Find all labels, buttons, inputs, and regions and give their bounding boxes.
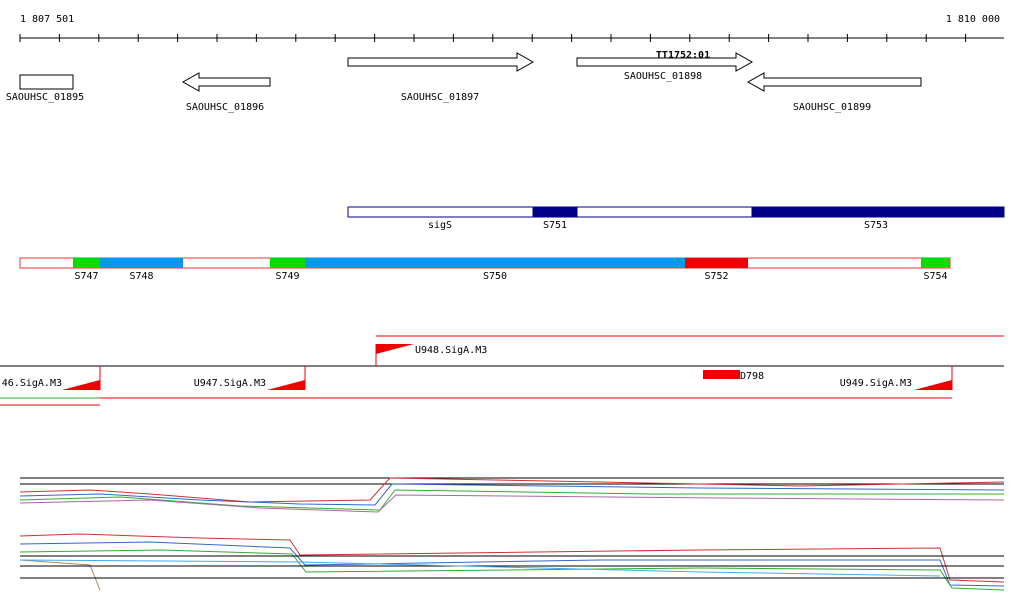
- segment-label: S751: [543, 220, 567, 231]
- segment: [100, 258, 183, 268]
- segment-label: S748: [129, 271, 153, 282]
- gene-arrow: [347, 52, 535, 72]
- gene-arrow: [181, 72, 271, 92]
- feature-label: 46.SigA.M3: [2, 378, 62, 389]
- ruler-end: 1 810 000: [946, 14, 1000, 25]
- segment-label: sigS: [428, 220, 452, 231]
- gene-label: SAOUHSC_01896: [186, 102, 264, 113]
- segment-label: S752: [704, 271, 728, 282]
- segment: [270, 258, 305, 268]
- promoter: [914, 380, 952, 390]
- gene-label: SAOUHSC_01898: [624, 71, 702, 82]
- gene-arrow: [576, 52, 754, 72]
- segment: [532, 206, 578, 218]
- promoter: [267, 380, 305, 390]
- gene-label: SAOUHSC_01897: [401, 92, 479, 103]
- ruler-start: 1 807 501: [20, 14, 74, 25]
- segment: [685, 258, 748, 268]
- segment-label: S753: [864, 220, 888, 231]
- feature-label: U947.SigA.M3: [194, 378, 266, 389]
- promoter: [62, 380, 100, 390]
- expression-traces: [19, 477, 1005, 591]
- segment: [921, 258, 950, 268]
- feature-label: U948.SigA.M3: [415, 345, 487, 356]
- segment: [73, 258, 100, 268]
- promoter: [376, 344, 414, 354]
- segment-label: S747: [74, 271, 98, 282]
- feature-label: U949.SigA.M3: [840, 378, 912, 389]
- segment-label: S749: [275, 271, 299, 282]
- segment: [751, 206, 1005, 218]
- segment-label: S750: [483, 271, 507, 282]
- gene-arrow: [19, 74, 74, 90]
- feature-box: [703, 370, 740, 379]
- terminator-label: TT1752:01: [656, 50, 710, 61]
- segment: [347, 206, 534, 218]
- gene-arrow: [746, 72, 922, 92]
- segment: [305, 258, 685, 268]
- gene-label: SAOUHSC_01899: [793, 102, 871, 113]
- gene-label: SAOUHSC_01895: [6, 92, 84, 103]
- segment-label: S754: [923, 271, 947, 282]
- feature-label: D798: [740, 371, 764, 382]
